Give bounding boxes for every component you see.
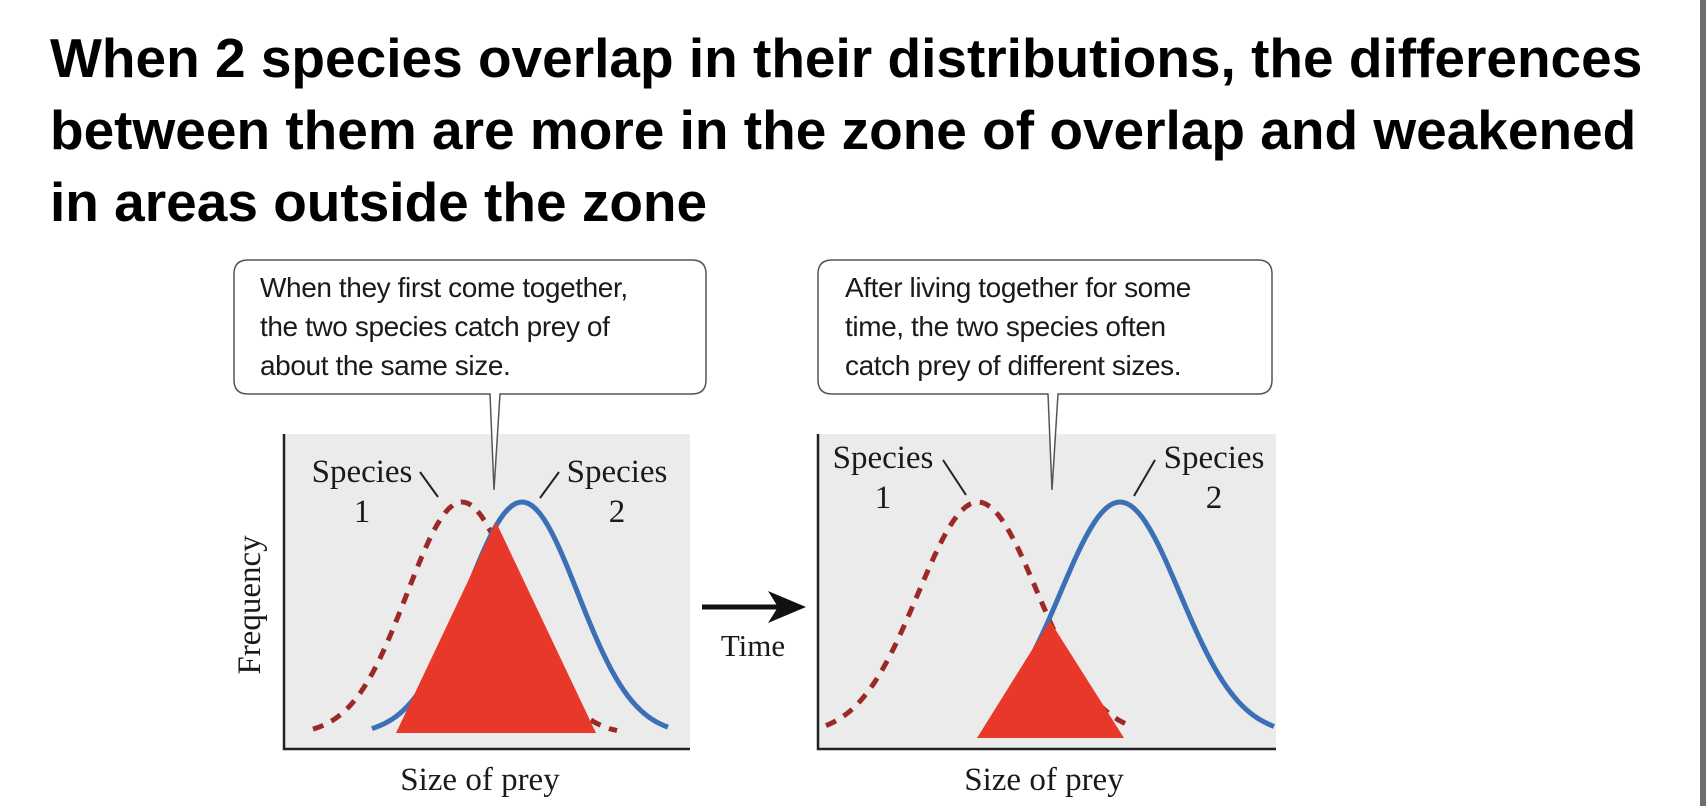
- title-line-3: in areas outside the zone: [50, 171, 708, 233]
- right-species-1-leader: [942, 459, 967, 496]
- left-species-2-label: Species: [567, 454, 668, 490]
- left-callout-line-2: the two species catch prey of: [260, 311, 610, 342]
- y-axis-label: Frequency: [232, 535, 268, 675]
- left-plot-axes: [282, 434, 690, 751]
- window-edge: [1700, 0, 1706, 806]
- right-callout-text: After living together for some time, the…: [845, 268, 1191, 385]
- title-line-2: between them are more in the zone of ove…: [50, 99, 1637, 161]
- left-callout-line-1: When they first come together,: [260, 272, 628, 303]
- left-x-axis-label: Size of prey: [400, 762, 560, 798]
- right-species-2-number: 2: [1206, 480, 1223, 516]
- left-callout-bubble: [233, 259, 707, 491]
- right-callout-line-1: After living together for some: [845, 272, 1191, 303]
- right-callout-line-2: time, the two species often: [845, 311, 1166, 342]
- right-species-1-label: Species: [833, 440, 934, 476]
- right-x-axis-label: Size of prey: [964, 762, 1124, 798]
- right-species-1-number: 1: [875, 480, 892, 516]
- right-arrow-icon: [702, 591, 806, 623]
- left-species-1-leader: [419, 471, 439, 498]
- right-plot-axes: [816, 434, 1276, 751]
- time-label: Time: [721, 628, 785, 663]
- left-callout-line-3: about the same size.: [260, 350, 511, 381]
- right-species-2-leader: [1133, 459, 1156, 497]
- left-species-1-label: Species: [312, 454, 413, 490]
- right-callout-line-3: catch prey of different sizes.: [845, 350, 1182, 381]
- left-species-1-number: 1: [354, 494, 371, 530]
- left-overlap-triangle: [396, 522, 596, 733]
- left-species-2-leader: [539, 471, 560, 499]
- right-callout-bubble: [817, 259, 1273, 491]
- right-species-2-curve: [1027, 499, 1275, 729]
- left-callout-text: When they first come together, the two s…: [260, 268, 628, 385]
- title-line-1: When 2 species overlap in their distribu…: [50, 27, 1643, 89]
- left-species-2-number: 2: [609, 494, 626, 530]
- right-overlap-triangle: [977, 621, 1124, 738]
- right-species-2-label: Species: [1164, 440, 1265, 476]
- slide-title: When 2 species overlap in their distribu…: [50, 22, 1690, 238]
